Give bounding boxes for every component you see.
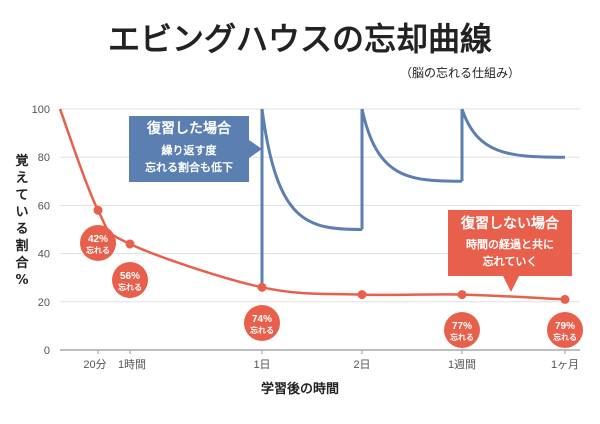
no-review-point — [257, 282, 267, 292]
forget-badge-circle — [80, 225, 116, 261]
review-decay-curve-3 — [460, 108, 566, 159]
chart-subtitle: （脳の忘れる仕組み） — [400, 65, 520, 80]
no-review-point — [93, 205, 103, 215]
review-decay-curve-1 — [260, 108, 363, 231]
x-tick-label: 1週間 — [448, 358, 476, 371]
forget-badge-text: 忘れる — [250, 325, 274, 335]
y-tick-20: 20 — [38, 297, 50, 309]
forget-badge-text: 忘れる — [86, 245, 110, 255]
y-tick-labels: 0 20 40 60 80 100 — [32, 104, 50, 357]
callout-review-line1: 繰り返す度 — [162, 143, 218, 157]
forget-badge: 42%忘れる — [80, 225, 116, 261]
y-axis-label-char: % — [15, 273, 28, 288]
y-tick-100: 100 — [32, 104, 50, 116]
callout-review-head: 復習した場合 — [146, 120, 232, 137]
x-axis-label: 学習後の時間 — [261, 381, 339, 397]
forget-badge: 77%忘れる — [444, 312, 480, 348]
forget-badge-circle — [112, 262, 148, 298]
x-tick-label: 1ヶ月 — [551, 359, 579, 371]
forget-badge: 79%忘れる — [547, 312, 583, 348]
callout-no-review-pointer — [503, 276, 519, 292]
y-axis-label-char: て — [15, 188, 28, 203]
y-tick-60: 60 — [38, 200, 50, 212]
y-axis-label-char: え — [15, 171, 28, 186]
x-tick-label: 20分 — [83, 358, 106, 371]
callout-review-pointer — [249, 140, 262, 158]
callout-no-review-line2: 忘れていく — [483, 254, 538, 268]
x-tick-labels: 20分 1時間 1日 2日 1週間 1ヶ月 — [83, 350, 579, 371]
y-axis-label-char: 合 — [15, 255, 29, 271]
y-axis-label-char: い — [15, 205, 28, 220]
review-decay-curve-2 — [360, 108, 463, 183]
y-axis-label-char: 覚 — [14, 153, 28, 169]
forget-badge-circle — [444, 312, 480, 348]
forget-badge-percent: 42% — [88, 234, 108, 245]
x-tick-label: 2日 — [353, 359, 370, 371]
forget-badge-percent: 74% — [252, 314, 272, 325]
series-review — [260, 108, 566, 288]
forget-badge-text: 忘れる — [553, 332, 577, 342]
callout-no-review: 復習しない場合 時間の経過と共に 忘れていく — [448, 210, 572, 292]
forget-badge-circle — [244, 305, 280, 341]
forget-badge-percent: 77% — [452, 321, 472, 332]
forget-badge: 74%忘れる — [244, 305, 280, 341]
forget-badge-percent: 56% — [120, 271, 140, 282]
x-tick-label: 1日 — [253, 359, 270, 371]
forget-badge-text: 忘れる — [450, 332, 474, 342]
y-axis-label-char: 割 — [15, 238, 28, 254]
callout-review: 復習した場合 繰り返す度 忘れる割合も低下 — [129, 116, 262, 182]
chart-title: エビングハウスの忘却曲線 — [108, 20, 492, 58]
no-review-point — [357, 290, 367, 300]
y-tick-80: 80 — [38, 152, 50, 164]
y-axis-label-char: る — [15, 222, 28, 237]
forget-badge-circle — [547, 312, 583, 348]
forget-badge-text: 忘れる — [118, 282, 142, 292]
callout-review-line2: 忘れる割合も低下 — [145, 160, 233, 174]
forget-badge-percent: 79% — [555, 321, 575, 332]
y-tick-40: 40 — [38, 249, 50, 261]
y-tick-0: 0 — [44, 345, 50, 357]
callout-no-review-line1: 時間の経過と共に — [466, 237, 554, 251]
x-tick-label: 1時間 — [118, 358, 146, 371]
series-no-review — [58, 108, 570, 304]
callout-no-review-head: 復習しない場合 — [460, 215, 560, 232]
no-review-point — [560, 294, 570, 304]
no-review-point — [125, 239, 135, 249]
no-review-point — [457, 290, 467, 300]
forget-badge: 56%忘れる — [112, 262, 148, 298]
